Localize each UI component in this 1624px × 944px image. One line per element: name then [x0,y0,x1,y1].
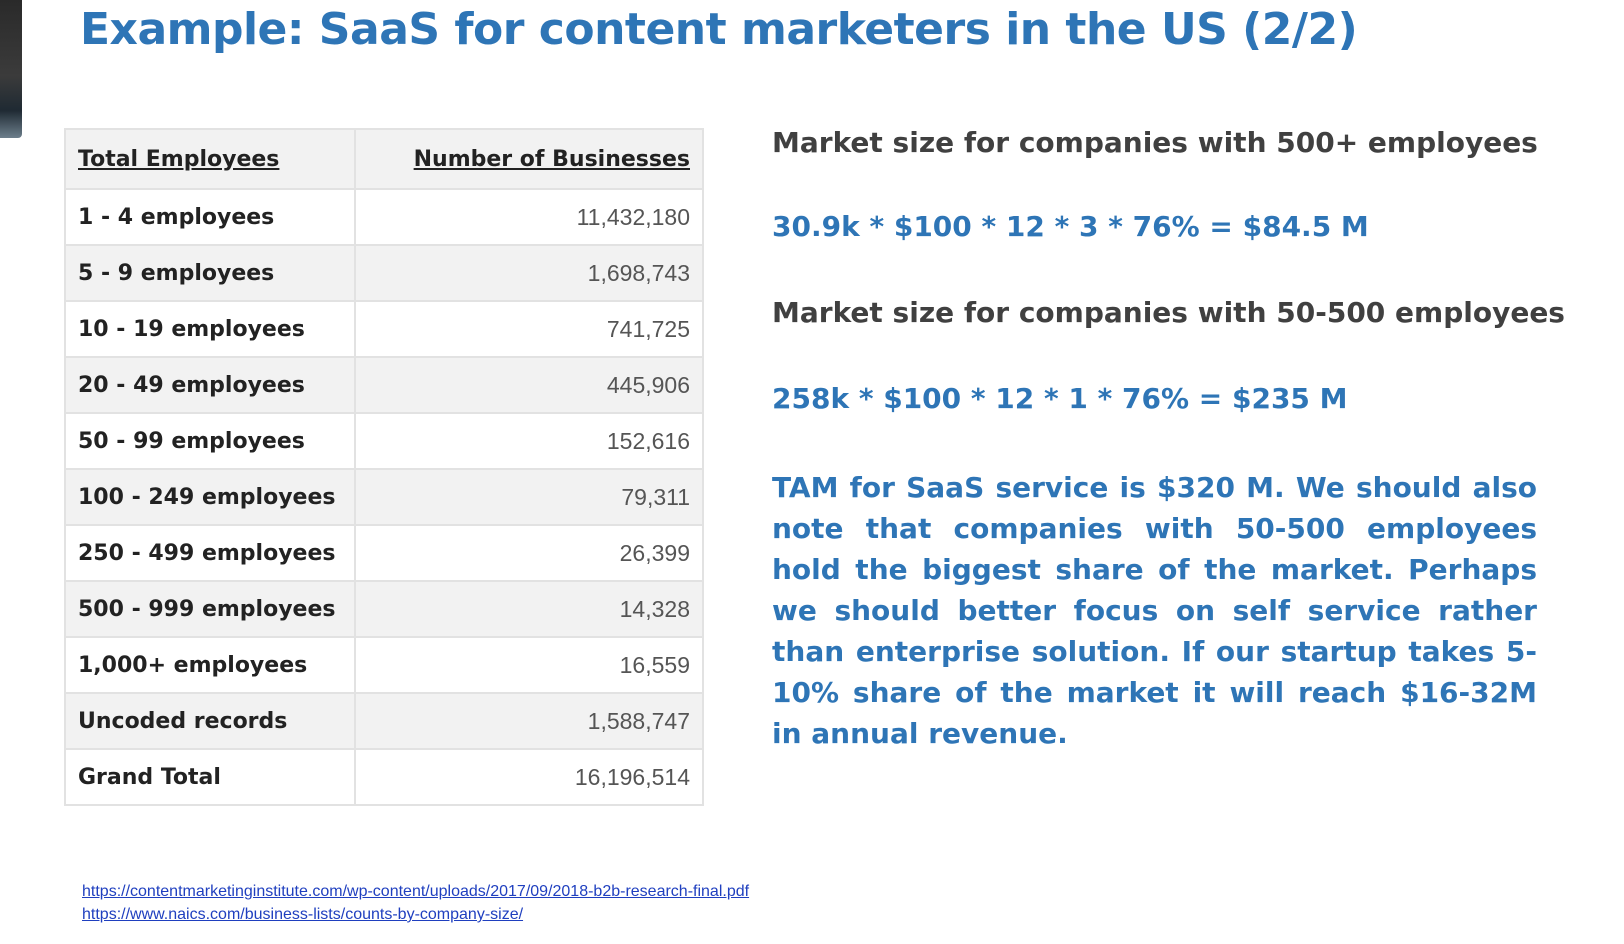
table-row: 250 - 499 employees 26,399 [64,524,704,582]
column-header-total-employees: Total Employees [64,128,356,190]
table-row: 1,000+ employees 16,559 [64,636,704,694]
row-label: 1,000+ employees [64,636,356,694]
table-row: 5 - 9 employees 1,698,743 [64,244,704,302]
table-row: 1 - 4 employees 11,432,180 [64,188,704,246]
table-row: 500 - 999 employees 14,328 [64,580,704,638]
row-value: 14,328 [354,580,704,638]
row-label: 250 - 499 employees [64,524,356,582]
mid-company-market-formula: 258k * $100 * 12 * 1 * 76% = $235 M [772,382,1348,415]
table-row-grand-total: Grand Total 16,196,514 [64,748,704,806]
table-row: 20 - 49 employees 445,906 [64,356,704,414]
row-value: 1,588,747 [354,692,704,750]
row-label: Grand Total [64,748,356,806]
table-row: 100 - 249 employees 79,311 [64,468,704,526]
row-label: 10 - 19 employees [64,300,356,358]
row-label: 50 - 99 employees [64,412,356,470]
row-label: 100 - 249 employees [64,468,356,526]
slide-title: Example: SaaS for content marketers in t… [80,4,1358,55]
large-company-market-heading: Market size for companies with 500+ empl… [772,126,1538,159]
row-label: 500 - 999 employees [64,580,356,638]
row-label: Uncoded records [64,692,356,750]
row-value: 741,725 [354,300,704,358]
row-label: 20 - 49 employees [64,356,356,414]
row-value: 16,196,514 [354,748,704,806]
table-row: 50 - 99 employees 152,616 [64,412,704,470]
source-links: https://contentmarketinginstitute.com/wp… [82,880,749,926]
table-row: 10 - 19 employees 741,725 [64,300,704,358]
row-value: 1,698,743 [354,244,704,302]
row-label: 5 - 9 employees [64,244,356,302]
source-link-content-marketing-institute[interactable]: https://contentmarketinginstitute.com/wp… [82,883,750,900]
large-company-market-formula: 30.9k * $100 * 12 * 3 * 76% = $84.5 M [772,210,1369,243]
row-value: 26,399 [354,524,704,582]
row-value: 79,311 [354,468,704,526]
column-header-number-of-businesses: Number of Businesses [354,128,704,190]
row-value: 11,432,180 [354,188,704,246]
tam-conclusion-paragraph: TAM for SaaS service is $320 M. We shoul… [772,471,1537,750]
table-row: Uncoded records 1,588,747 [64,692,704,750]
presenter-video-thumbnail [0,0,22,138]
row-label: 1 - 4 employees [64,188,356,246]
row-value: 16,559 [354,636,704,694]
source-link-naics[interactable]: https://www.naics.com/business-lists/cou… [82,906,524,923]
row-value: 445,906 [354,356,704,414]
mid-company-market-heading: Market size for companies with 50-500 em… [772,296,1565,329]
business-count-table: Total Employees Number of Businesses 1 -… [64,128,704,806]
row-value: 152,616 [354,412,704,470]
table-header-row: Total Employees Number of Businesses [64,128,704,190]
